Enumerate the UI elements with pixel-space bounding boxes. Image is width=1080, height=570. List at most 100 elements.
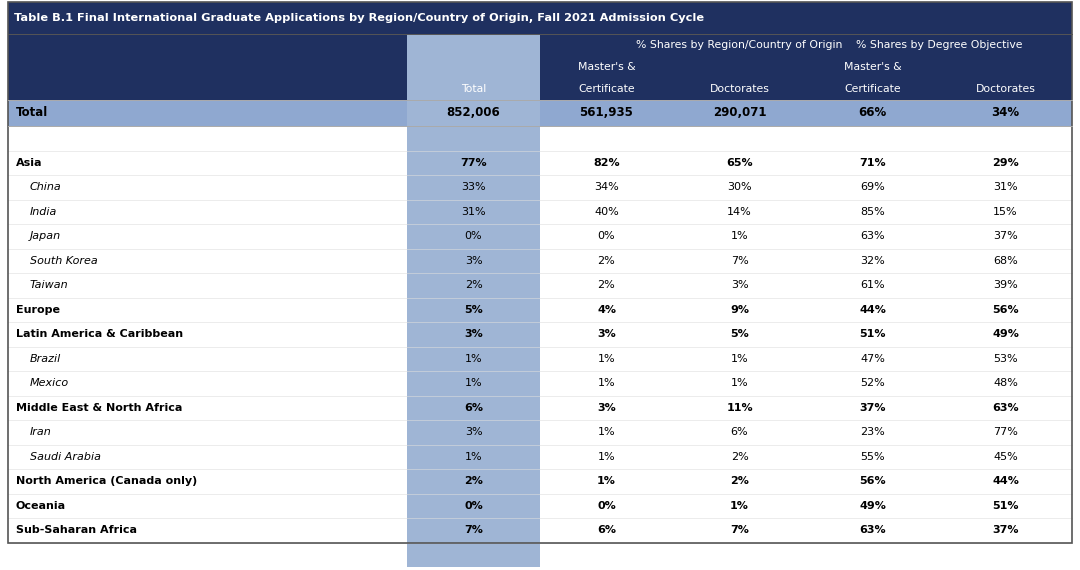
Text: 53%: 53% [994, 354, 1017, 364]
Text: 1%: 1% [597, 452, 616, 462]
Bar [8, 2, 1072, 34]
Text: Brazil: Brazil [30, 354, 62, 364]
Text: Master's &: Master's & [843, 62, 902, 72]
Text: 3%: 3% [464, 428, 483, 437]
Text: 51%: 51% [993, 501, 1018, 511]
Text: 39%: 39% [994, 280, 1017, 290]
Bar [407, 396, 540, 420]
Text: 31%: 31% [994, 182, 1017, 192]
Bar [407, 249, 540, 273]
Bar [8, 224, 1072, 249]
Text: 3%: 3% [597, 329, 616, 339]
Text: 2%: 2% [464, 477, 483, 486]
Text: 11%: 11% [726, 403, 753, 413]
Bar [407, 34, 540, 567]
Text: 44%: 44% [859, 305, 886, 315]
Text: 14%: 14% [727, 207, 752, 217]
Text: 7%: 7% [464, 525, 483, 535]
Text: 3%: 3% [597, 403, 616, 413]
Text: 56%: 56% [993, 305, 1018, 315]
Text: 1%: 1% [597, 477, 616, 486]
Text: 69%: 69% [860, 182, 885, 192]
Bar [8, 273, 1072, 298]
Bar [8, 150, 1072, 175]
Text: 6%: 6% [464, 403, 483, 413]
Text: 85%: 85% [860, 207, 885, 217]
Text: 56%: 56% [860, 477, 886, 486]
Bar [8, 445, 1072, 469]
Text: 2%: 2% [730, 477, 748, 486]
Text: 63%: 63% [860, 525, 886, 535]
Text: 0%: 0% [597, 231, 616, 241]
Text: 49%: 49% [859, 501, 886, 511]
Bar [407, 445, 540, 469]
Bar [407, 371, 540, 396]
Bar [407, 78, 540, 100]
Text: 68%: 68% [994, 256, 1017, 266]
Text: 45%: 45% [994, 452, 1017, 462]
Text: 1%: 1% [597, 428, 616, 437]
Bar [8, 347, 1072, 371]
Bar [8, 494, 1072, 518]
Text: South Korea: South Korea [30, 256, 98, 266]
Text: 0%: 0% [597, 501, 616, 511]
Text: 40%: 40% [594, 207, 619, 217]
Text: 34%: 34% [594, 182, 619, 192]
Text: 44%: 44% [993, 477, 1018, 486]
Text: 3%: 3% [464, 329, 483, 339]
Text: 5%: 5% [730, 329, 748, 339]
Bar [8, 78, 1072, 100]
Text: 4%: 4% [597, 305, 616, 315]
Text: 2%: 2% [731, 452, 748, 462]
Text: 34%: 34% [991, 107, 1020, 120]
Bar [407, 34, 540, 56]
Text: 52%: 52% [860, 378, 885, 388]
Bar [407, 273, 540, 298]
Text: 66%: 66% [859, 107, 887, 120]
Text: 33%: 33% [461, 182, 486, 192]
Text: 6%: 6% [731, 428, 748, 437]
Text: 1%: 1% [731, 378, 748, 388]
Text: North America (Canada only): North America (Canada only) [16, 477, 198, 486]
Text: 37%: 37% [993, 525, 1018, 535]
Text: 7%: 7% [731, 256, 748, 266]
Bar [8, 34, 1072, 56]
Text: % Shares by Region/Country of Origin: % Shares by Region/Country of Origin [636, 40, 842, 50]
Text: 0%: 0% [464, 501, 483, 511]
Bar [407, 100, 540, 126]
Text: Saudi Arabia: Saudi Arabia [30, 452, 102, 462]
Bar [8, 298, 1072, 322]
Text: 2%: 2% [464, 280, 483, 290]
Text: China: China [30, 182, 62, 192]
Text: 65%: 65% [726, 158, 753, 168]
Text: 1%: 1% [464, 378, 483, 388]
Text: 3%: 3% [464, 256, 483, 266]
Bar [407, 126, 540, 150]
Text: 2%: 2% [597, 256, 616, 266]
Bar [8, 100, 1072, 126]
Text: Oceania: Oceania [16, 501, 66, 511]
Bar [407, 56, 540, 78]
Text: 1%: 1% [731, 231, 748, 241]
Text: Table B.1 Final International Graduate Applications by Region/Country of Origin,: Table B.1 Final International Graduate A… [14, 13, 704, 23]
Text: 1%: 1% [464, 354, 483, 364]
Text: % Shares by Degree Objective: % Shares by Degree Objective [855, 40, 1023, 50]
Text: 2%: 2% [597, 280, 616, 290]
Text: 561,935: 561,935 [580, 107, 634, 120]
Bar [8, 249, 1072, 273]
Text: 32%: 32% [860, 256, 885, 266]
Bar [407, 420, 540, 445]
Bar [8, 420, 1072, 445]
Text: 77%: 77% [994, 428, 1018, 437]
Text: 31%: 31% [461, 207, 486, 217]
Text: 37%: 37% [860, 403, 886, 413]
Text: 15%: 15% [994, 207, 1017, 217]
Text: Master's &: Master's & [578, 62, 635, 72]
Text: 71%: 71% [860, 158, 886, 168]
Text: 48%: 48% [994, 378, 1018, 388]
Text: 1%: 1% [730, 501, 748, 511]
Bar [8, 56, 1072, 78]
Bar [407, 469, 540, 494]
Text: 7%: 7% [730, 525, 748, 535]
Bar [8, 518, 1072, 543]
